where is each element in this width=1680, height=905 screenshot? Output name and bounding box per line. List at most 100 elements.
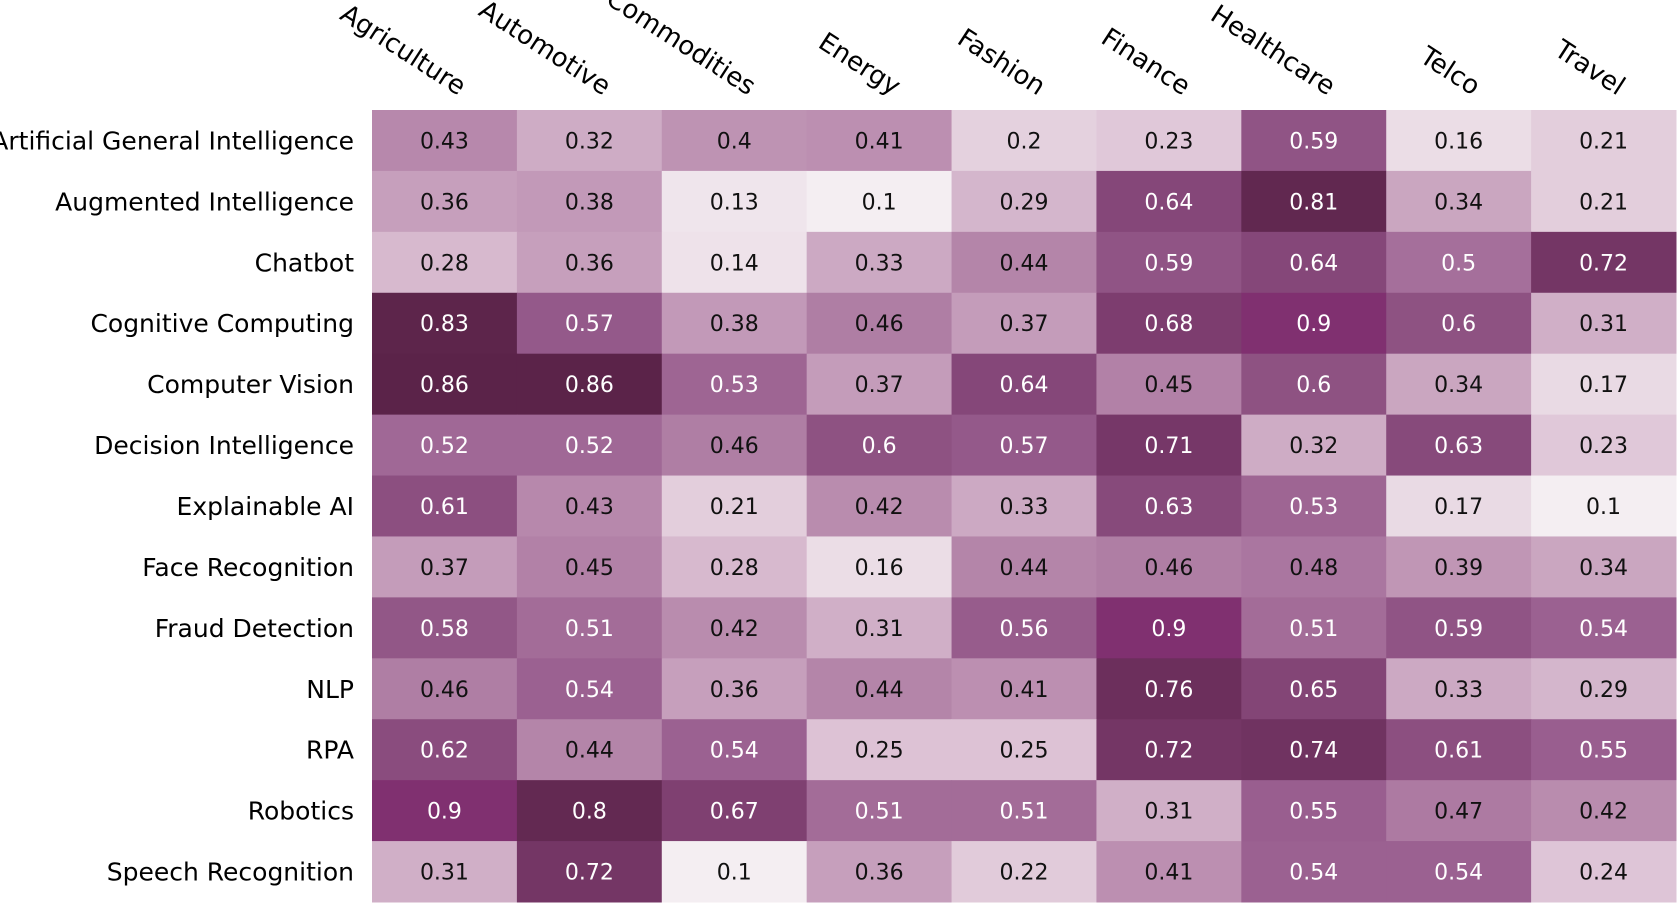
cell-value-label: 0.86 (565, 373, 614, 398)
heatmap-cell-rpa-automotive (516, 719, 663, 781)
cell-value-label: 0.1 (717, 861, 752, 886)
heatmap-cell-decision-intelligence-telco (1386, 414, 1532, 477)
heatmap-cell-fraud-detection-healthcare (1241, 597, 1387, 659)
heatmap-cell-speech-recognition-travel (1531, 841, 1677, 903)
heatmap-cell-robotics-finance (1096, 780, 1242, 842)
cell-value-label: 0.83 (420, 312, 469, 337)
cell-value-label: 0.33 (1434, 678, 1483, 703)
cell-value-label: 0.37 (420, 556, 469, 581)
cell-value-label: 0.51 (1000, 800, 1049, 825)
heatmap-cell-chatbot-automotive (516, 231, 663, 294)
heatmap-cell-computer-vision-travel (1531, 353, 1677, 416)
cell-value-label: 0.46 (710, 434, 759, 459)
cell-value-label: 0.2 (1007, 129, 1042, 154)
cell-value-label: 0.48 (1289, 556, 1338, 581)
heatmap-cell-decision-intelligence-travel (1531, 414, 1677, 477)
heatmap-cell-cognitive-computing-finance (1096, 292, 1242, 355)
heatmap-cell-artificial-general-intelligence-agriculture (372, 110, 518, 172)
cell-value-label: 0.42 (855, 495, 904, 520)
heatmap-cell-artificial-general-intelligence-telco (1386, 110, 1532, 172)
cell-value-label: 0.9 (427, 800, 462, 825)
heatmap-cell-cognitive-computing-automotive (516, 292, 663, 355)
heatmap-cell-decision-intelligence-fashion (951, 414, 1097, 477)
cell-value-label: 0.17 (1434, 495, 1483, 520)
cell-value-label: 0.51 (1289, 617, 1338, 642)
cell-value-label: 0.32 (565, 129, 614, 154)
cell-value-label: 0.43 (565, 495, 614, 520)
heatmap-cell-nlp-commodities (661, 658, 808, 720)
heatmap-cell-explainable-ai-healthcare (1241, 475, 1387, 537)
heatmap-cell-face-recognition-agriculture (372, 536, 518, 598)
heatmap-cell-explainable-ai-agriculture (372, 475, 518, 537)
heatmap-cell-robotics-commodities (661, 780, 808, 842)
cell-value-label: 0.42 (710, 617, 759, 642)
heatmap-cell-nlp-fashion (951, 658, 1097, 720)
cell-value-label: 0.46 (855, 312, 904, 337)
heatmap-cell-augmented-intelligence-fashion (951, 170, 1097, 233)
heatmap-cell-nlp-healthcare (1241, 658, 1387, 720)
cell-value-label: 0.28 (710, 556, 759, 581)
row-label-cognitive-computing: Cognitive Computing (90, 309, 354, 338)
cell-value-label: 0.63 (1144, 495, 1193, 520)
cell-value-label: 0.55 (1289, 800, 1338, 825)
heatmap-cell-rpa-fashion (951, 719, 1097, 781)
cell-value-label: 0.54 (1289, 861, 1338, 886)
heatmap-cell-augmented-intelligence-agriculture (372, 170, 518, 233)
cell-value-label: 0.47 (1434, 800, 1483, 825)
heatmap-cell-face-recognition-automotive (516, 536, 663, 598)
cell-value-label: 0.22 (1000, 861, 1049, 886)
heatmap-cell-artificial-general-intelligence-automotive (516, 110, 663, 172)
cell-value-label: 0.36 (710, 678, 759, 703)
column-label-energy: Energy (813, 27, 906, 102)
heatmap-cell-cognitive-computing-fashion (951, 292, 1097, 355)
cell-value-label: 0.57 (1000, 434, 1049, 459)
row-label-nlp: NLP (306, 675, 354, 704)
cell-value-label: 0.57 (565, 312, 614, 337)
cell-value-label: 0.42 (1579, 800, 1628, 825)
heatmap-cell-artificial-general-intelligence-energy (806, 110, 953, 172)
heatmap-cell-rpa-energy (806, 719, 953, 781)
cell-value-label: 0.31 (855, 617, 904, 642)
heatmap-cell-chatbot-telco (1386, 231, 1532, 294)
cell-value-label: 0.31 (1144, 800, 1193, 825)
cell-value-label: 0.1 (862, 190, 897, 215)
heatmap-cell-augmented-intelligence-finance (1096, 170, 1242, 233)
cell-value-label: 0.28 (420, 251, 469, 276)
cell-value-label: 0.61 (420, 495, 469, 520)
heatmap-cell-augmented-intelligence-travel (1531, 170, 1677, 233)
cell-value-label: 0.29 (1000, 190, 1049, 215)
heatmap-cell-fraud-detection-travel (1531, 597, 1677, 659)
heatmap-cell-face-recognition-fashion (951, 536, 1097, 598)
heatmap-cell-decision-intelligence-finance (1096, 414, 1242, 477)
cell-value-label: 0.38 (710, 312, 759, 337)
cell-value-label: 0.45 (1144, 373, 1193, 398)
heatmap-cell-augmented-intelligence-automotive (516, 170, 663, 233)
cell-value-label: 0.52 (420, 434, 469, 459)
cell-value-label: 0.21 (1579, 190, 1628, 215)
cell-value-label: 0.64 (1000, 373, 1049, 398)
heatmap-cell-face-recognition-commodities (661, 536, 808, 598)
heatmap-cell-artificial-general-intelligence-healthcare (1241, 110, 1387, 172)
column-label-healthcare: Healthcare (1205, 0, 1340, 102)
cell-value-label: 0.86 (420, 373, 469, 398)
heatmap-cell-explainable-ai-commodities (661, 475, 808, 537)
cell-value-label: 0.44 (1000, 556, 1049, 581)
cell-value-label: 0.54 (1434, 861, 1483, 886)
cell-value-label: 0.36 (420, 190, 469, 215)
column-label-automotive: Automotive (473, 0, 615, 102)
cell-value-label: 0.23 (1579, 434, 1628, 459)
cell-value-label: 0.17 (1579, 373, 1628, 398)
heatmap-cell-decision-intelligence-healthcare (1241, 414, 1387, 477)
heatmap-cell-augmented-intelligence-healthcare (1241, 170, 1387, 233)
heatmap-cell-rpa-agriculture (372, 719, 518, 781)
cell-value-label: 0.68 (1144, 312, 1193, 337)
heatmap-cell-computer-vision-energy (806, 353, 953, 416)
cell-value-label: 0.64 (1289, 251, 1338, 276)
row-label-speech-recognition: Speech Recognition (107, 858, 354, 887)
cell-value-label: 0.36 (855, 861, 904, 886)
cell-value-label: 0.46 (420, 678, 469, 703)
cell-value-label: 0.52 (565, 434, 614, 459)
heatmap-cells: 0.43 0.32 0.4 0.41 0.2 0.23 0.59 0.16 0.21 0.36 0.… (372, 110, 1677, 903)
cell-value-label: 0.54 (565, 678, 614, 703)
cell-value-label: 0.16 (855, 556, 904, 581)
